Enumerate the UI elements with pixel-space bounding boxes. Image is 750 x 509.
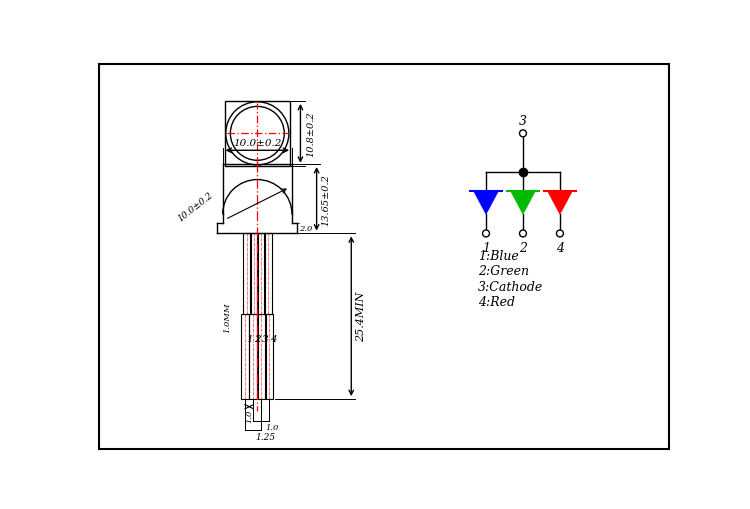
Text: 1:Blue: 1:Blue: [478, 249, 519, 262]
Text: 13.65±0.2: 13.65±0.2: [321, 174, 330, 225]
Polygon shape: [548, 192, 572, 215]
Text: 4: 4: [270, 334, 277, 343]
Text: 1.0: 1.0: [245, 409, 254, 422]
Text: 3: 3: [519, 115, 527, 128]
Bar: [225, 102, 290, 166]
Bar: [266, 315, 273, 399]
Bar: [250, 234, 258, 315]
Bar: [250, 315, 257, 399]
Text: 2: 2: [254, 334, 261, 343]
Circle shape: [556, 231, 563, 237]
Circle shape: [482, 231, 490, 237]
Bar: [264, 234, 272, 315]
Text: 10.8±0.2: 10.8±0.2: [307, 111, 316, 157]
Text: 2: 2: [519, 242, 527, 254]
Text: 3: 3: [262, 334, 268, 343]
Text: 1.0: 1.0: [266, 423, 278, 431]
Text: 2:Green: 2:Green: [478, 265, 530, 278]
Text: 1.0MM: 1.0MM: [224, 301, 232, 332]
Bar: [243, 234, 250, 315]
Bar: [242, 315, 249, 399]
Text: 4:Red: 4:Red: [478, 295, 515, 308]
Text: 1.25: 1.25: [256, 432, 276, 441]
Bar: [257, 315, 265, 399]
Polygon shape: [511, 192, 536, 215]
Text: 2.0: 2.0: [299, 225, 312, 233]
Text: 1: 1: [482, 242, 490, 254]
Polygon shape: [474, 192, 498, 215]
Bar: [257, 234, 265, 315]
Text: 4: 4: [556, 242, 564, 254]
Text: 10.0±0.2: 10.0±0.2: [176, 191, 215, 223]
Circle shape: [520, 131, 526, 137]
Circle shape: [520, 231, 526, 237]
Text: 3:Cathode: 3:Cathode: [478, 280, 544, 293]
Text: 25.4MIN: 25.4MIN: [356, 292, 366, 342]
Text: 10.0±0.2: 10.0±0.2: [233, 139, 281, 148]
Text: 1: 1: [246, 334, 253, 343]
